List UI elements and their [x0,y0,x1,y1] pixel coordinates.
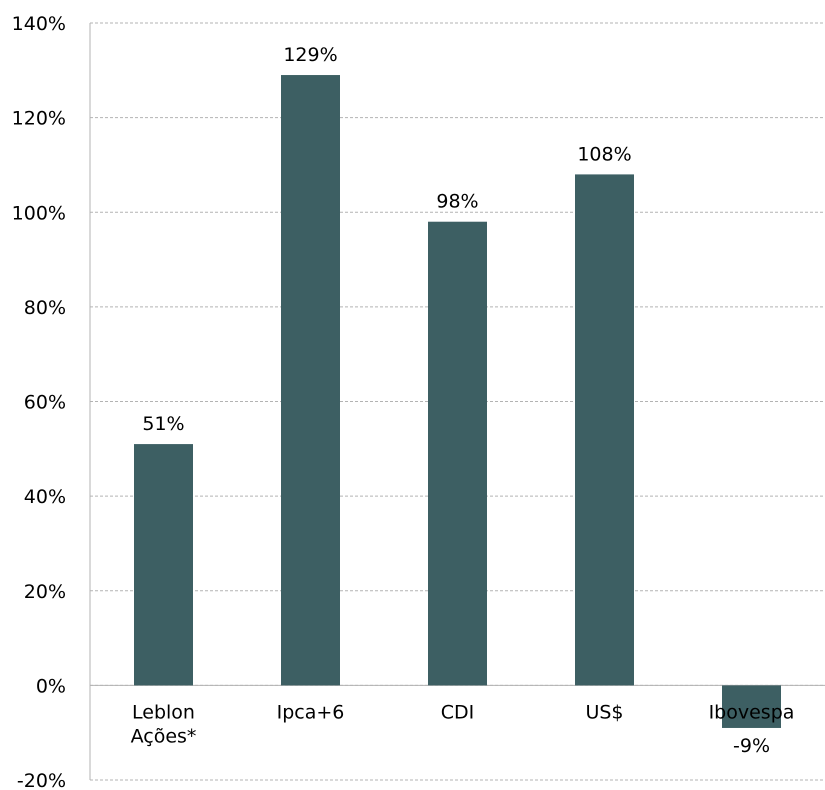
data-labels: 51% 129% 98% 108% -9% [142,44,770,757]
category-label: Ibovespa [709,701,795,723]
y-tick-label: -20% [17,770,66,790]
bar [134,444,193,686]
bar [428,221,487,686]
data-label: 108% [577,143,631,165]
data-label: 129% [283,44,337,66]
category-label: Leblon Ações* [131,701,197,747]
bar [281,75,340,686]
category-label-line: US$ [585,701,623,723]
category-label-line: CDI [441,701,475,723]
y-tick-label: 100% [12,202,66,224]
category-label-line: Ações* [131,725,197,747]
bars [134,75,781,728]
data-label: 98% [436,191,478,213]
y-tick-label: 120% [12,108,66,130]
category-label: CDI [441,701,475,723]
y-tick-label: 140% [12,13,66,35]
y-tick-label: 40% [24,486,66,508]
y-tick-label: 0% [36,675,66,697]
category-label-line: Ipca+6 [277,701,345,723]
category-label: Ipca+6 [277,701,345,723]
y-tick-label: 80% [24,297,66,319]
category-label-line: Leblon [132,701,195,723]
x-axis-categories: Leblon Ações* Ipca+6 CDI US$ Ibovespa [131,701,795,747]
y-tick-label: 20% [24,581,66,603]
category-label: US$ [585,701,623,723]
bar [575,174,634,686]
category-label-line: Ibovespa [709,701,795,723]
y-axis: 140% 120% 100% 80% 60% 40% 20% 0% -20% [12,13,91,790]
bar [722,685,781,728]
y-tick-label: 60% [24,392,66,414]
data-label: 51% [142,413,184,435]
data-label: -9% [733,735,770,757]
